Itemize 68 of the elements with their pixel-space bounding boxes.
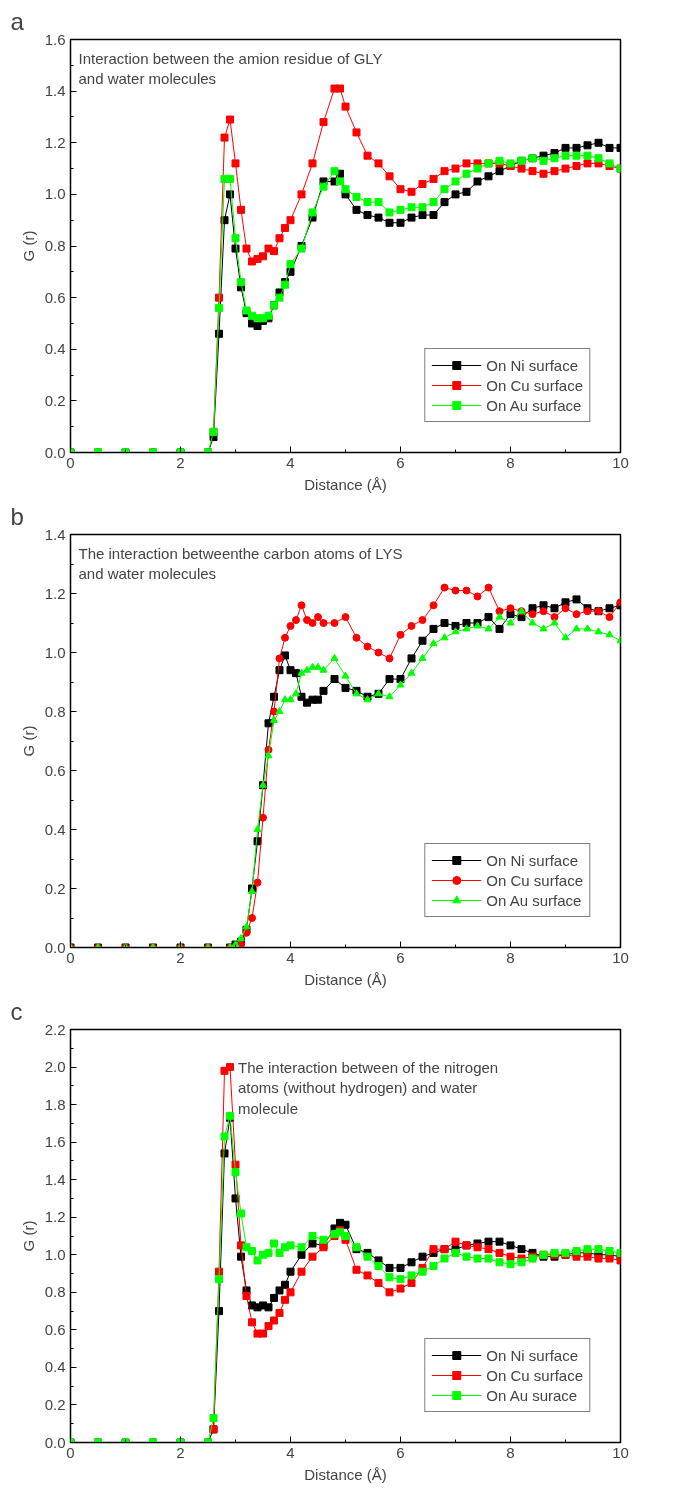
y-tick-label: 0.6	[44, 761, 66, 779]
y-tick-label: 2.0	[44, 1058, 66, 1076]
x-tick-label: 4	[286, 1443, 295, 1461]
legend-label: On Au surface	[486, 396, 582, 414]
y-tick-label: 0.2	[44, 1395, 66, 1413]
legend-label: On Au surface	[486, 891, 582, 909]
y-axis-title: G (r)	[19, 725, 37, 757]
x-tick-label: 6	[396, 1443, 405, 1461]
y-tick-label: 0.0	[44, 1433, 66, 1451]
y-tick-label: 1.2	[44, 133, 66, 151]
chart-title: a	[10, 7, 25, 35]
legend-label: On Au surace	[486, 1386, 578, 1404]
x-tick-label: 6	[396, 948, 405, 966]
y-tick-label: 1.6	[44, 1133, 66, 1151]
chart-title: b	[10, 502, 24, 530]
legend-label: On Ni surface	[486, 851, 578, 869]
y-tick-label: 0.2	[44, 391, 66, 409]
x-tick-label: 4	[286, 948, 295, 966]
y-tick-label: 1.6	[44, 30, 66, 48]
x-axis-title: Distance (Å)	[304, 475, 387, 493]
legend-label: On Cu surface	[486, 1366, 583, 1384]
x-tick-label: 4	[286, 453, 295, 471]
x-tick-label: 2	[176, 1443, 185, 1461]
annotation: The interaction betweenthe carbon atoms of LYS and water molecules	[78, 544, 403, 582]
y-tick-label: 1.4	[44, 525, 66, 543]
x-axis-title: Distance (Å)	[304, 1465, 387, 1483]
y-tick-label: 1.0	[44, 643, 66, 661]
x-tick-label: 0	[66, 948, 75, 966]
y-tick-label: 0.8	[44, 702, 66, 720]
legend-label: On Ni surface	[486, 356, 578, 374]
y-tick-label: 2.2	[44, 1020, 66, 1038]
x-tick-label: 2	[176, 453, 185, 471]
y-tick-label: 1.2	[44, 584, 66, 602]
x-axis-title: Distance (Å)	[304, 970, 387, 988]
annotation: The interaction between of the nitrogen atoms (without hydrogen) and water molecule	[238, 1059, 499, 1117]
y-tick-label: 0.6	[44, 288, 66, 306]
x-tick-label: 6	[396, 453, 405, 471]
x-tick-label: 10	[612, 948, 629, 966]
annotation: Interaction between the amion residue of GLY and water molecules	[78, 49, 383, 87]
x-tick-label: 10	[612, 453, 629, 471]
y-tick-label: 0.2	[44, 879, 66, 897]
y-tick-label: 1.4	[44, 82, 66, 100]
legend-label: On Ni surface	[486, 1346, 578, 1364]
y-tick-label: 1.2	[44, 1208, 66, 1226]
y-tick-label: 0.8	[44, 237, 66, 254]
y-tick-label: 1.0	[44, 1245, 66, 1263]
y-tick-label: 0.8	[44, 1283, 66, 1301]
y-tick-label: 0.4	[44, 820, 66, 838]
y-tick-label: 1.4	[44, 1170, 66, 1188]
x-tick-label: 2	[176, 948, 185, 966]
x-tick-label: 8	[506, 1443, 515, 1461]
legend-label: On Cu surface	[486, 871, 583, 889]
y-tick-label: 0.4	[44, 1358, 66, 1376]
y-tick-label: 1.8	[44, 1095, 66, 1113]
y-tick-label: 0.4	[44, 340, 66, 358]
legend-label: On Cu surface	[486, 376, 583, 394]
y-axis-title: G (r)	[19, 230, 37, 262]
x-tick-label: 8	[506, 453, 515, 471]
x-tick-label: 8	[506, 948, 515, 966]
x-tick-label: 0	[66, 453, 75, 471]
y-tick-label: 0.0	[44, 443, 66, 461]
y-axis-title: G (r)	[19, 1220, 37, 1252]
y-tick-label: 0.6	[44, 1320, 66, 1338]
y-tick-label: 0.0	[44, 938, 66, 956]
y-tick-label: 1.0	[44, 185, 66, 203]
chart-title: c	[10, 997, 23, 1025]
x-tick-label: 0	[66, 1443, 75, 1461]
x-tick-label: 10	[612, 1443, 629, 1461]
